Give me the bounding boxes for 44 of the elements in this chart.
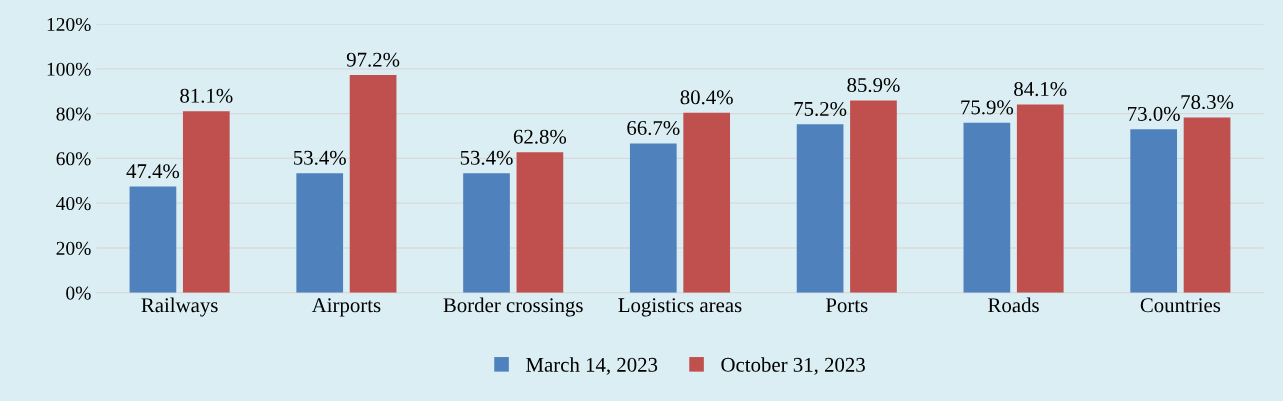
x-tick-label: Countries <box>1140 298 1221 313</box>
bar <box>1016 104 1064 293</box>
data-label: 47.4% <box>126 164 180 179</box>
data-label: 73.0% <box>1128 106 1180 121</box>
x-tick-label: Railways <box>141 297 218 317</box>
bar <box>182 111 230 293</box>
bar <box>796 124 844 293</box>
data-label: 84.1% <box>1014 81 1067 97</box>
data-label: 53.4% <box>294 150 346 165</box>
data-label: 78.3% <box>1181 94 1234 110</box>
y-tick-label: 20% <box>56 241 91 255</box>
data-label: 97.2% <box>346 52 400 67</box>
bar <box>850 100 897 293</box>
bar <box>516 152 564 293</box>
bar <box>1130 129 1178 293</box>
y-tick-label: 80% <box>56 107 91 121</box>
x-tick-label: Ports <box>825 298 868 313</box>
y-tick-label: 120% <box>47 17 91 32</box>
data-label: 75.9% <box>961 100 1014 115</box>
bar <box>129 186 177 293</box>
data-label: 80.4% <box>680 90 733 105</box>
y-tick-label: 0% <box>66 286 91 300</box>
y-tick-label: 40% <box>56 196 91 211</box>
data-label: 62.8% <box>513 129 567 144</box>
bar <box>296 173 344 293</box>
x-tick-label: Logistics areas <box>618 298 742 317</box>
y-tick-label: 60% <box>56 152 91 166</box>
x-tick-label: Border crossings <box>443 297 583 317</box>
bar <box>963 122 1011 293</box>
bar <box>463 173 510 293</box>
data-label: 53.4% <box>460 150 513 165</box>
bar <box>683 112 731 293</box>
data-label: 75.2% <box>794 101 847 117</box>
data-label: 81.1% <box>180 88 233 103</box>
x-tick-label: Airports <box>311 298 381 317</box>
y-tick-label: 100% <box>47 62 91 76</box>
bar <box>349 75 397 293</box>
x-tick-label: Roads <box>988 297 1039 313</box>
legend-label: March 14, 2023 <box>526 357 658 375</box>
data-label: 66.7% <box>627 120 680 136</box>
legend-label: October 31, 2023 <box>721 357 865 375</box>
bar <box>1183 117 1231 293</box>
bar <box>629 143 677 293</box>
data-label: 85.9% <box>847 77 900 93</box>
